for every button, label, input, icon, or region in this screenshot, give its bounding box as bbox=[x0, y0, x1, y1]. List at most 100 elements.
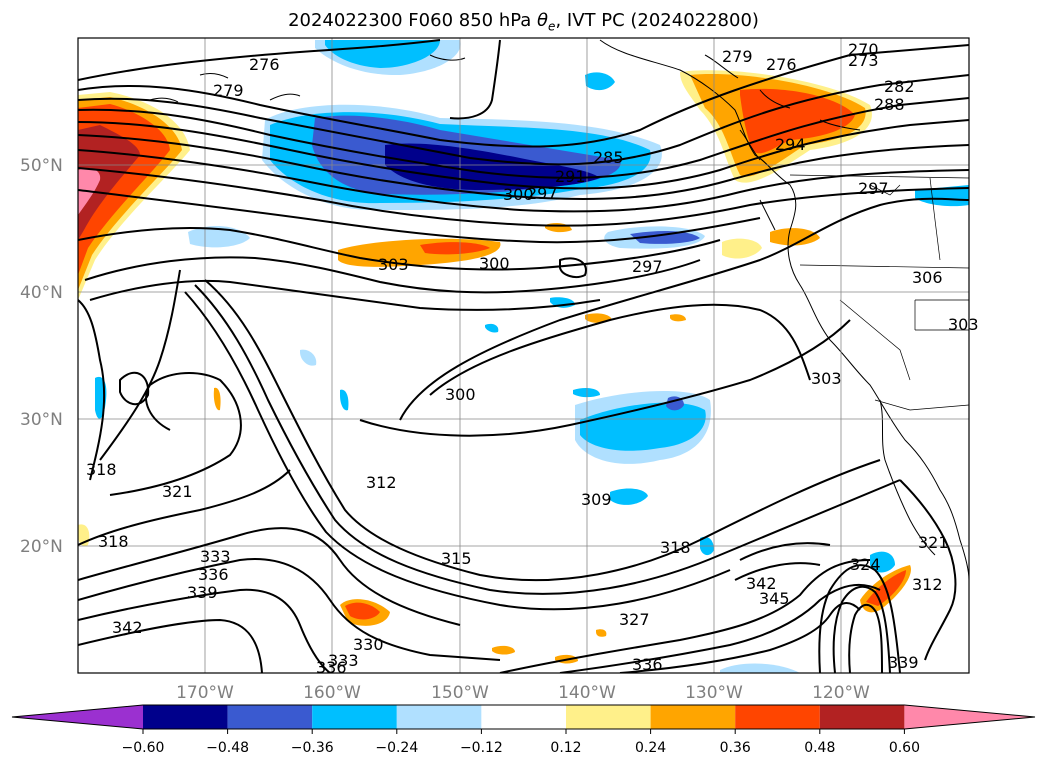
coastline bbox=[149, 73, 301, 103]
negative-shading bbox=[720, 663, 800, 673]
axis-labels: 50°N 40°N 30°N 20°N 170°W 160°W 150°W 14… bbox=[20, 156, 870, 703]
map-frame bbox=[77, 37, 970, 674]
negative-shading bbox=[325, 40, 440, 68]
positive-shading bbox=[492, 645, 515, 655]
contour-line bbox=[78, 619, 263, 673]
positive-shading bbox=[670, 314, 686, 322]
colorbar-bin bbox=[227, 705, 313, 729]
positive-shading bbox=[545, 222, 572, 233]
lat-label: 20°N bbox=[20, 537, 63, 557]
coastline bbox=[879, 399, 936, 556]
contour-label: 270 bbox=[848, 40, 879, 59]
contour-line bbox=[734, 562, 821, 581]
colorbar-bin bbox=[143, 705, 228, 729]
positive-shading bbox=[213, 387, 221, 411]
contour-line bbox=[84, 256, 701, 294]
contour-line bbox=[78, 299, 106, 481]
contour-label: 303 bbox=[811, 369, 842, 388]
contour-line bbox=[399, 197, 969, 421]
contour-label: 303 bbox=[948, 315, 979, 334]
colorbar-extend-under bbox=[12, 705, 143, 729]
contour-label: 276 bbox=[249, 55, 280, 74]
contour-line bbox=[499, 559, 871, 673]
colorbar-tick-label: 0.12 bbox=[550, 740, 581, 756]
colorbar: −0.60 −0.48 −0.36 −0.24 −0.12 0.12 0.24 … bbox=[11, 704, 1036, 756]
lon-label: 170°W bbox=[176, 683, 234, 703]
negative-shading bbox=[485, 323, 499, 333]
border bbox=[874, 399, 969, 411]
colorbar-bin bbox=[735, 705, 820, 729]
contour-label: 285 bbox=[593, 148, 624, 167]
colorbar-bin bbox=[819, 705, 905, 729]
contour-label: 273 bbox=[848, 51, 879, 70]
contour-labels: 270 273 276 276 279 279 282 285 288 291 … bbox=[86, 40, 979, 677]
negative-shading bbox=[630, 230, 700, 244]
contour-label: 321 bbox=[162, 482, 193, 501]
contour-label: 297 bbox=[858, 179, 889, 198]
contour-line bbox=[99, 269, 181, 461]
border bbox=[799, 264, 969, 269]
contour-line bbox=[184, 291, 731, 611]
negative-shading bbox=[573, 387, 600, 398]
contour-label: 318 bbox=[98, 532, 129, 551]
contour-label: 306 bbox=[912, 268, 943, 287]
contour-label: 309 bbox=[581, 490, 612, 509]
colorbar-bin bbox=[650, 705, 736, 729]
contour-line bbox=[449, 39, 501, 120]
lat-label: 40°N bbox=[20, 283, 63, 303]
negative-shading bbox=[580, 402, 706, 451]
contour-label: 312 bbox=[366, 473, 397, 492]
contour-label: 303 bbox=[378, 255, 409, 274]
contour-label: 333 bbox=[328, 651, 359, 670]
contour-label: 294 bbox=[775, 135, 806, 154]
contour-line bbox=[359, 319, 851, 437]
positive-shading bbox=[722, 238, 762, 259]
colorbar-bin bbox=[312, 705, 397, 729]
contour-line bbox=[78, 588, 331, 673]
positive-shading bbox=[770, 228, 820, 246]
coastline bbox=[429, 54, 466, 61]
contour-line bbox=[78, 558, 501, 661]
contour-line bbox=[559, 257, 587, 278]
positive-shading bbox=[345, 602, 380, 620]
contour-label: 336 bbox=[632, 655, 663, 674]
title-theta-sub: e bbox=[548, 19, 556, 34]
contour-label: 282 bbox=[884, 77, 915, 96]
contour-line bbox=[832, 585, 891, 673]
contour-label: 300 bbox=[479, 254, 510, 273]
contour-line bbox=[109, 372, 242, 496]
positive-shading bbox=[420, 242, 490, 255]
title-prefix: 2024022300 F060 850 hPa bbox=[288, 10, 538, 31]
contour-line bbox=[78, 119, 969, 190]
contour-label: 288 bbox=[874, 95, 905, 114]
contour-line bbox=[78, 74, 969, 166]
positive-shading bbox=[596, 629, 607, 637]
contour-label: 345 bbox=[759, 589, 790, 608]
contour-line bbox=[429, 303, 811, 396]
contour-line bbox=[739, 542, 831, 561]
contour-label: 318 bbox=[86, 460, 117, 479]
contour-line bbox=[559, 583, 881, 673]
colorbar-ticks bbox=[142, 729, 905, 734]
contour-label: 300 bbox=[503, 185, 534, 204]
contour-label: 312 bbox=[912, 575, 943, 594]
negative-shading bbox=[915, 185, 969, 207]
contour-label: 318 bbox=[660, 538, 691, 557]
colorbar-tick-label: −0.48 bbox=[206, 740, 249, 756]
positive-shading bbox=[338, 238, 501, 267]
contour-line bbox=[204, 279, 881, 582]
contour-label: 297 bbox=[527, 184, 558, 203]
coastline-layer bbox=[149, 39, 969, 581]
colorbar-bin bbox=[481, 705, 566, 729]
contour-label: 276 bbox=[766, 55, 797, 74]
colorbar-tick-label: −0.36 bbox=[291, 740, 334, 756]
contour-label: 297 bbox=[632, 257, 663, 276]
negative-shading bbox=[610, 488, 648, 505]
contour-line bbox=[78, 469, 291, 546]
contour-label: 342 bbox=[112, 618, 143, 637]
title-theta: θ bbox=[537, 10, 549, 31]
contour-line bbox=[78, 97, 969, 179]
border bbox=[929, 177, 941, 261]
contour-label: 330 bbox=[353, 635, 384, 654]
